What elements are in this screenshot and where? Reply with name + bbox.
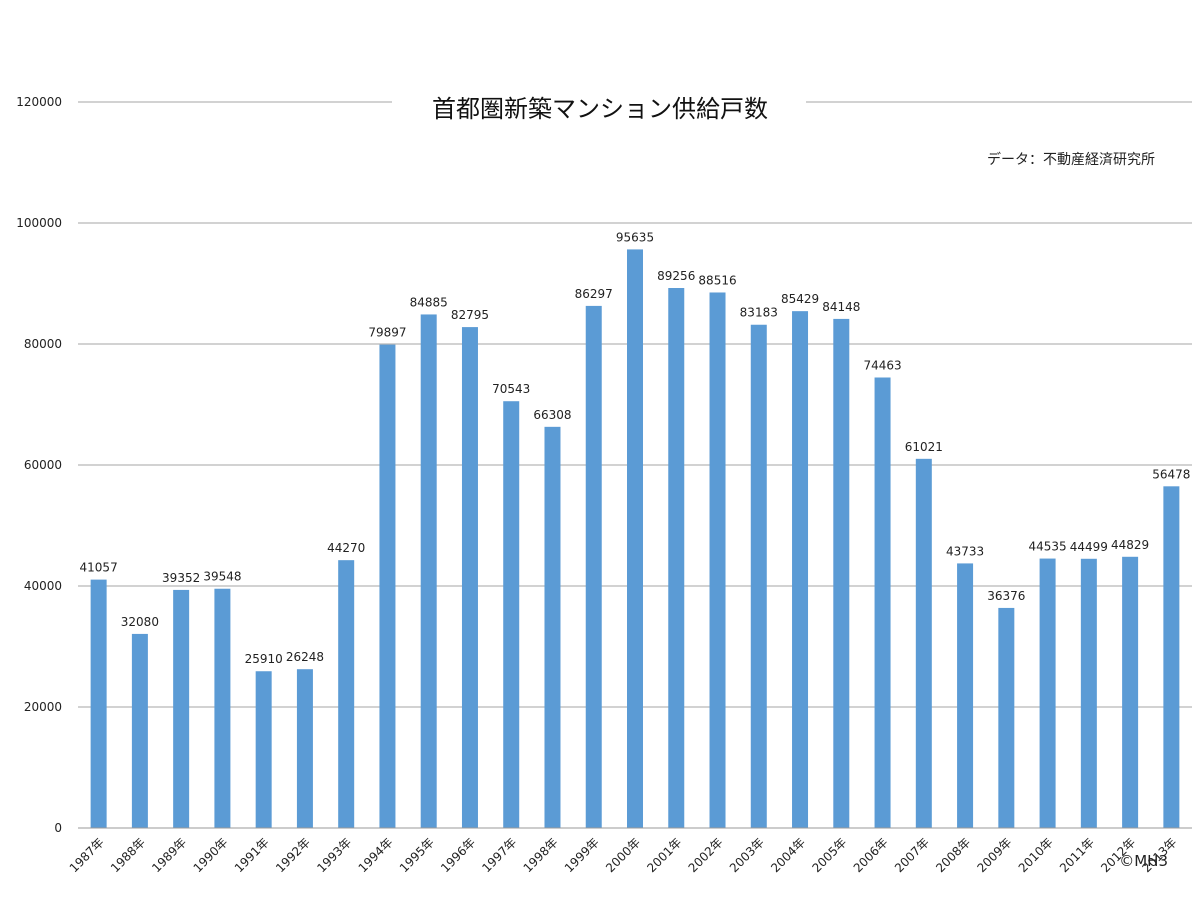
bars [90, 249, 1180, 828]
bar [750, 324, 767, 828]
bar [296, 669, 313, 828]
data-label: 84148 [822, 300, 860, 314]
bar [792, 311, 809, 828]
x-tick-label: 1988年 [108, 835, 148, 875]
bar [1122, 556, 1139, 828]
data-label: 88516 [698, 273, 736, 287]
copyright-mark: ©MH3 [1119, 852, 1168, 870]
bar [1039, 558, 1056, 828]
data-label: 44499 [1070, 540, 1108, 554]
x-tick-label: 2004年 [768, 835, 808, 875]
x-tick-label: 2001年 [644, 835, 684, 875]
bar [627, 249, 643, 828]
bar [338, 560, 355, 828]
x-tick-label: 1987年 [67, 835, 107, 875]
data-source: データ：不動産経済研究所 [987, 151, 1155, 168]
x-tick-label: 1996年 [438, 835, 478, 875]
bar [503, 401, 520, 828]
bar [544, 426, 561, 828]
bar [668, 288, 685, 828]
x-tick-label: 1997年 [479, 835, 519, 875]
x-tick-label: 1990年 [191, 835, 231, 875]
x-tick-label: 2011年 [1057, 835, 1097, 875]
data-label: 83183 [740, 306, 778, 320]
x-axis-ticks: 1987年 1988年 1989年 1990年 1991年 1992年 1993年 1994年… [67, 835, 1180, 875]
x-tick-label: 2006年 [851, 835, 891, 875]
data-label: 56478 [1152, 467, 1190, 481]
data-label: 95635 [616, 230, 654, 244]
data-label: 85429 [781, 292, 819, 306]
bar [998, 607, 1015, 828]
bar [214, 588, 231, 828]
title-background [392, 88, 806, 124]
x-tick-label: 1994年 [356, 835, 396, 875]
bar [874, 377, 891, 828]
bar [131, 633, 148, 828]
data-label: 61021 [905, 440, 943, 454]
x-tick-label: 2002年 [686, 835, 726, 875]
bar [585, 305, 602, 828]
y-axis-ticks: 0 20000 40000 60000 80000 100000 120000 [16, 95, 62, 835]
y-tick-label: 60000 [24, 458, 62, 472]
x-tick-label: 2008年 [933, 835, 973, 875]
x-tick-label: 1999年 [562, 835, 602, 875]
bar [1163, 486, 1180, 828]
data-labels: 41057 32080 39352 39548 25910 26248 44270 79897… [80, 230, 1191, 666]
data-label: 25910 [245, 652, 283, 666]
bar [833, 318, 850, 828]
y-tick-label: 0 [54, 821, 62, 835]
x-tick-label: 2000年 [603, 835, 643, 875]
data-label: 44270 [327, 541, 365, 555]
x-tick-label: 2005年 [809, 835, 849, 875]
data-label: 74463 [863, 358, 901, 372]
x-tick-label: 2009年 [974, 835, 1014, 875]
x-tick-label: 1998年 [521, 835, 561, 875]
data-label: 89256 [657, 269, 695, 283]
x-tick-label: 1991年 [232, 835, 272, 875]
data-label: 86297 [575, 287, 613, 301]
bar [90, 579, 107, 828]
data-label: 84885 [410, 295, 448, 309]
bar [957, 563, 974, 828]
y-tick-label: 80000 [24, 337, 62, 351]
data-label: 44829 [1111, 538, 1149, 552]
data-label: 39352 [162, 571, 200, 585]
y-tick-label: 100000 [16, 216, 62, 230]
y-tick-label: 20000 [24, 700, 62, 714]
bar [461, 327, 478, 828]
data-label: 41057 [80, 561, 118, 575]
x-tick-label: 2007年 [892, 835, 932, 875]
x-tick-label: 1995年 [397, 835, 437, 875]
bar [255, 671, 272, 828]
data-label: 79897 [368, 326, 406, 340]
data-label: 43733 [946, 544, 984, 558]
data-label: 32080 [121, 615, 159, 629]
data-label: 44535 [1028, 540, 1066, 554]
y-tick-label: 40000 [24, 579, 62, 593]
data-label: 70543 [492, 382, 530, 396]
data-label: 36376 [987, 589, 1025, 603]
x-tick-label: 1993年 [314, 835, 354, 875]
x-tick-label: 1989年 [149, 835, 189, 875]
x-tick-label: 1992年 [273, 835, 313, 875]
x-tick-label: 2010年 [1016, 835, 1056, 875]
y-tick-label: 120000 [16, 95, 62, 109]
bar [420, 314, 437, 828]
bar [915, 458, 932, 828]
data-label: 82795 [451, 308, 489, 322]
bar [709, 292, 726, 828]
x-tick-label: 2003年 [727, 835, 767, 875]
data-label: 66308 [533, 408, 571, 422]
bar [1080, 558, 1097, 828]
bar [379, 344, 396, 828]
data-label: 26248 [286, 650, 324, 664]
chart-title: 首都圏新築マンション供給戸数 [432, 95, 768, 123]
bar [173, 589, 190, 828]
data-label: 39548 [203, 570, 241, 584]
